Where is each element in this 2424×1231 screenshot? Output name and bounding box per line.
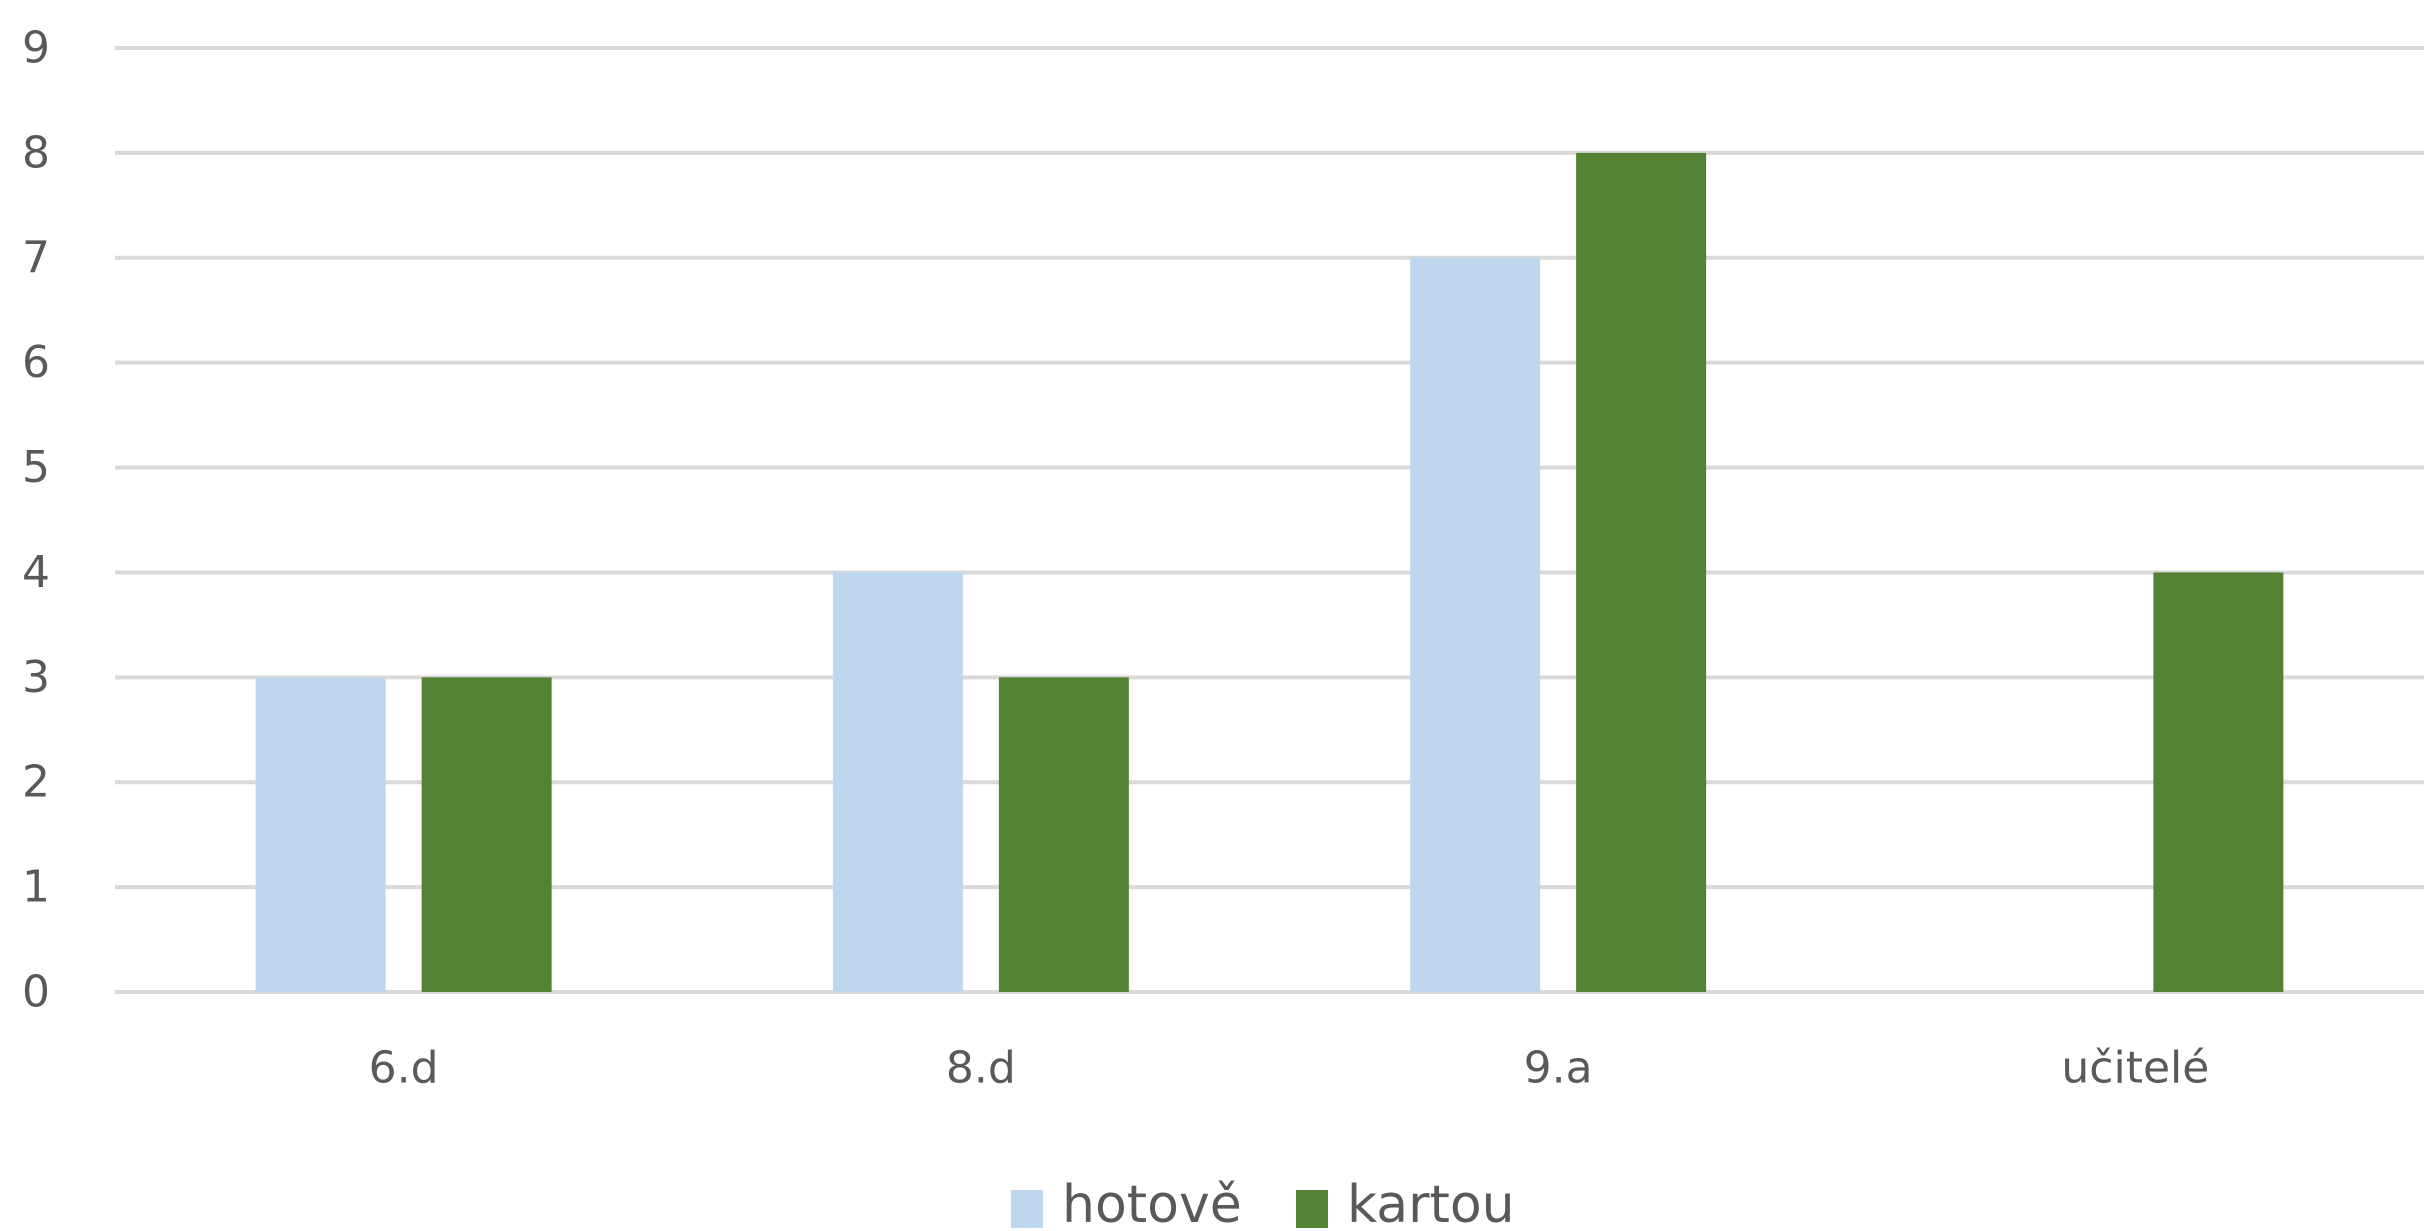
y-tick-label: 2 (22, 757, 50, 808)
y-tick-label: 7 (22, 232, 50, 283)
x-tick-label: učitelé (2061, 1043, 2209, 1094)
legend-label: hotově (1062, 1175, 1242, 1231)
x-tick-label: 8.d (946, 1043, 1016, 1094)
y-axis-tick-labels: 0 1 2 3 4 5 6 7 8 9 (22, 23, 50, 1018)
x-tick-label: 9.a (1524, 1043, 1593, 1094)
bar-kartou-8.d (998, 677, 1129, 992)
y-tick-label: 6 (22, 337, 50, 388)
y-tick-label: 0 (22, 967, 50, 1018)
y-tick-label: 3 (22, 652, 50, 703)
bar-hotově-8.d (832, 572, 963, 992)
y-tick-label: 4 (22, 547, 50, 598)
bar-hotově-9.a (1410, 257, 1541, 992)
y-tick-label: 1 (22, 862, 50, 913)
bar-kartou-učitelé (2153, 572, 2284, 992)
y-tick-label: 5 (22, 442, 50, 493)
legend-label: kartou (1347, 1175, 1515, 1231)
x-tick-label: 6.d (369, 1043, 439, 1094)
bar-kartou-6.d (421, 677, 552, 992)
x-axis-tick-labels: 6.d 8.d 9.a učitelé (369, 1043, 2210, 1094)
legend: hotově kartou (1011, 1175, 1515, 1231)
legend-swatch-kartou (1296, 1190, 1328, 1228)
bar-kartou-9.a (1576, 152, 1707, 992)
bars (255, 152, 2284, 992)
y-tick-label: 9 (22, 23, 50, 74)
legend-swatch-hotově (1011, 1190, 1043, 1228)
bar-hotově-6.d (255, 677, 386, 992)
y-tick-label: 8 (22, 127, 50, 178)
